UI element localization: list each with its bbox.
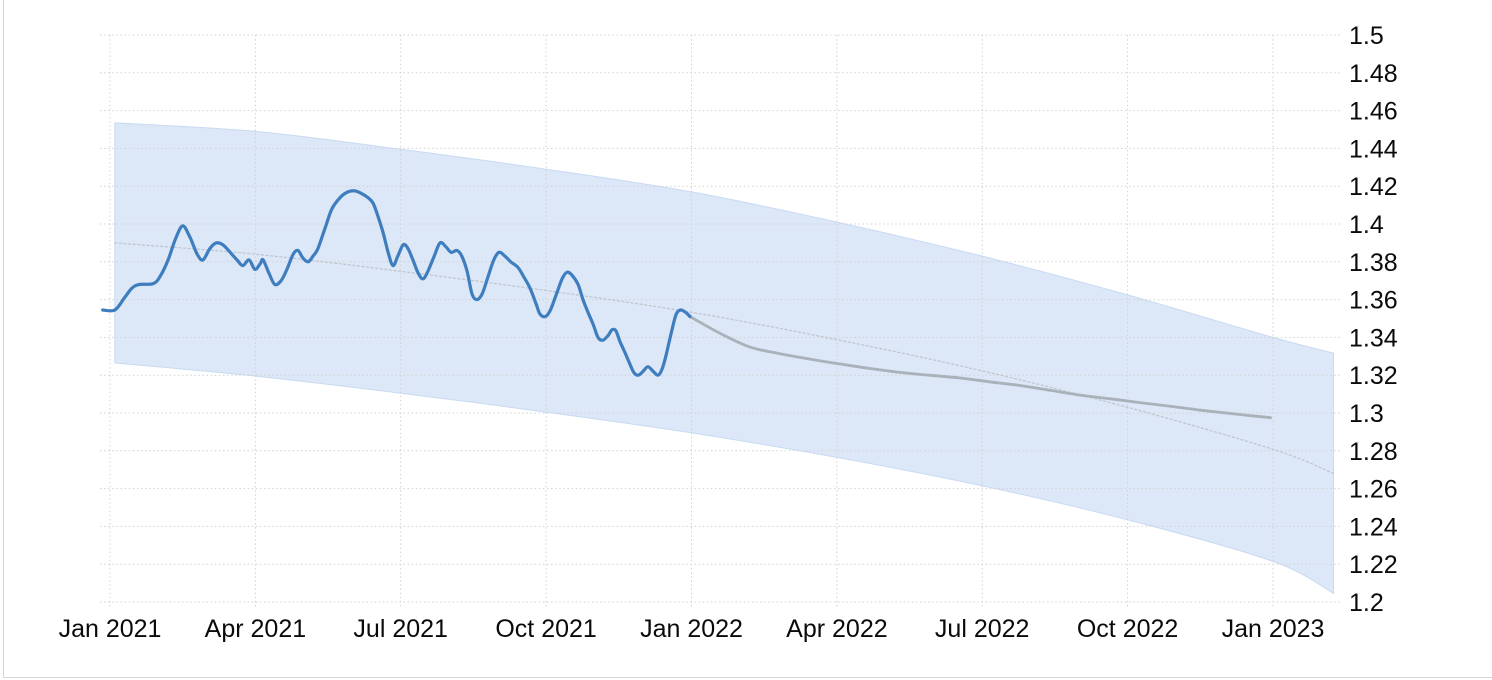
y-tick-label: 1.34 bbox=[1349, 324, 1398, 352]
y-tick-label: 1.26 bbox=[1349, 476, 1398, 504]
confidence-band-area bbox=[114, 122, 1335, 595]
y-tick-label: 1.4 bbox=[1349, 211, 1384, 239]
y-tick-label: 1.24 bbox=[1349, 513, 1398, 541]
y-tick-label: 1.42 bbox=[1349, 173, 1398, 201]
x-tick-label: Apr 2022 bbox=[786, 615, 887, 643]
y-tick-label: 1.3 bbox=[1349, 400, 1384, 428]
x-tick-label: Jul 2022 bbox=[935, 615, 1030, 643]
y-tick-label: 1.5 bbox=[1349, 22, 1384, 50]
gridlines bbox=[100, 34, 1342, 607]
x-tick-label: Oct 2022 bbox=[1077, 615, 1178, 643]
y-tick-label: 1.28 bbox=[1349, 438, 1398, 466]
y-tick-label: 1.44 bbox=[1349, 135, 1398, 163]
x-tick-label: Oct 2021 bbox=[495, 615, 596, 643]
y-tick-label: 1.48 bbox=[1349, 60, 1398, 88]
y-tick-label: 1.22 bbox=[1349, 551, 1398, 579]
x-tick-label: Apr 2021 bbox=[205, 615, 306, 643]
forecast-line bbox=[688, 315, 1272, 420]
y-axis-labels: 1.5 1.48 1.46 1.44 1.42 1.4 1.38 1.36 1.34 1.32 1.… bbox=[1349, 22, 1398, 617]
y-tick-label: 1.38 bbox=[1349, 249, 1398, 277]
x-tick-label: Jan 2023 bbox=[1222, 615, 1325, 643]
y-tick-label: 1.46 bbox=[1349, 98, 1398, 126]
x-tick-label: Jan 2021 bbox=[59, 615, 162, 643]
x-tick-label: Jan 2022 bbox=[640, 615, 743, 643]
y-tick-label: 1.36 bbox=[1349, 287, 1398, 315]
y-tick-label: 1.32 bbox=[1349, 362, 1398, 390]
x-axis-labels: Jan 2021 Apr 2021 Jul 2021 Oct 2021 Jan 2022… bbox=[59, 615, 1325, 643]
y-tick-label: 1.2 bbox=[1349, 589, 1384, 617]
x-tick-label: Jul 2021 bbox=[353, 615, 448, 643]
forecast-trend-midline-line bbox=[114, 242, 1335, 475]
historical-line bbox=[101, 189, 692, 377]
